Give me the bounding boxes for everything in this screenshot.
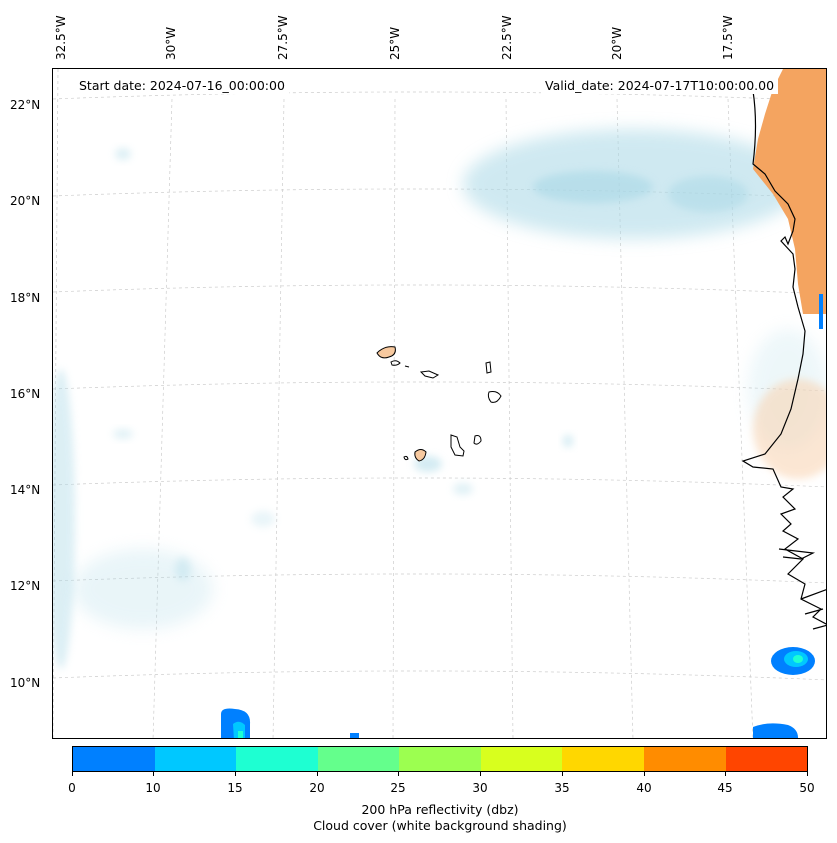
- colorbar-tick-50: [807, 772, 808, 776]
- island-brava: [403, 455, 409, 461]
- island-fogo: [414, 449, 427, 462]
- colorbar-title: 200 hPa reflectivity (dbz): [361, 802, 519, 817]
- colorbar-tick-label-15: 15: [227, 781, 243, 795]
- colorbar-tick-30: [480, 772, 481, 776]
- reflectivity-cell-se-core: [793, 655, 803, 663]
- colorbar-segment-45-50: [725, 747, 808, 771]
- island-santo-antao: [376, 346, 396, 359]
- colorbar-segment-35-40: [562, 747, 644, 771]
- island-sal: [485, 361, 492, 374]
- start-date-label: Start date: 2024-07-16_00:00:00: [75, 77, 289, 94]
- lat-label-16n: 16°N: [10, 387, 41, 401]
- coastlines: [741, 90, 826, 630]
- parallel-16n: [53, 381, 826, 392]
- coastline-gambia: [778, 548, 816, 560]
- lat-label-10n: 10°N: [10, 676, 41, 690]
- lat-label-14n: 14°N: [10, 483, 41, 497]
- cloud-patch-small-6: [251, 511, 275, 527]
- colorbar-segment-25-30: [399, 747, 481, 771]
- colorbar-tick-0: [72, 772, 73, 776]
- colorbar-segment-30-35: [480, 747, 563, 771]
- colorbar-tick-35: [562, 772, 563, 776]
- cloud-patch-small-1: [115, 148, 131, 160]
- lon-label-25w: 25°W: [388, 26, 402, 60]
- meridian-22-5w: [505, 98, 514, 738]
- parallel-18n: [53, 284, 826, 295]
- meridian-27-5w: [272, 98, 285, 738]
- lon-label-22-5w: 22.5°W: [500, 15, 514, 60]
- colorbar-tick-label-25: 25: [390, 781, 406, 795]
- lat-label-22n: 22°N: [10, 98, 41, 112]
- cloud-patch-small-2: [113, 429, 133, 439]
- lat-label-12n: 12°N: [10, 579, 41, 593]
- colorbar: [72, 746, 808, 772]
- valid-date-label: Valid_date: 2024-07-17T10:00:00.00: [541, 77, 779, 94]
- lon-label-32-5w: 32.5°W: [54, 15, 68, 60]
- colorbar-segment-40-45: [643, 747, 726, 771]
- colorbar-tick-25: [398, 772, 399, 776]
- reflectivity-cell-south-2: [350, 733, 359, 738]
- coastline-guinea: [800, 589, 826, 630]
- meridian-25w: [392, 98, 396, 738]
- shading-north-coast: [753, 69, 826, 314]
- cape-verde-islands: [376, 346, 502, 462]
- meridian-30w: [152, 98, 173, 738]
- cloud-patch-small-4: [453, 483, 473, 495]
- meridian-17-5w: [727, 98, 754, 738]
- reflectivity-cell-coast: [819, 294, 823, 329]
- parallel-14n: [53, 477, 826, 488]
- parallel-20n: [53, 188, 826, 199]
- colorbar-subtitle: Cloud cover (white background shading): [313, 818, 567, 833]
- island-sao-nicolau: [419, 370, 440, 379]
- island-maio: [473, 435, 482, 445]
- map-canvas: [53, 69, 826, 738]
- colorbar-segment-10-15: [154, 747, 237, 771]
- map-panel[interactable]: [52, 68, 827, 739]
- reflectivity-cell-south-3: [753, 723, 799, 738]
- parallel-10n: [53, 670, 826, 681]
- lon-label-20w: 20°W: [610, 26, 624, 60]
- reflectivity-cells: [221, 294, 823, 738]
- land-shading: [753, 69, 826, 479]
- island-sao-vicente: [390, 360, 401, 366]
- colorbar-segment-20-25: [317, 747, 400, 771]
- colorbar-tick-label-45: 45: [717, 781, 733, 795]
- colorbar-tick-label-40: 40: [636, 781, 652, 795]
- colorbar-tick-20: [317, 772, 318, 776]
- parallel-22n: [53, 91, 826, 102]
- colorbar-tick-15: [235, 772, 236, 776]
- colorbar-tick-45: [725, 772, 726, 776]
- shading-south-light: [753, 379, 826, 479]
- colorbar-tick-10: [153, 772, 154, 776]
- lat-label-20n: 20°N: [10, 194, 41, 208]
- cloud-strip-west: [53, 369, 75, 669]
- colorbar-tick-label-0: 0: [68, 781, 76, 795]
- colorbar-tick-label-10: 10: [145, 781, 161, 795]
- island-santa-luzia: [404, 365, 410, 368]
- colorbar-tick-label-30: 30: [472, 781, 488, 795]
- colorbar-tick-label-35: 35: [554, 781, 570, 795]
- cloud-cover: [53, 129, 826, 669]
- cloud-patch-sw: [73, 549, 213, 629]
- lon-label-30w: 30°W: [164, 26, 178, 60]
- coastline-africa: [741, 90, 826, 625]
- lon-label-27-5w: 27.5°W: [276, 15, 290, 60]
- colorbar-tick-label-20: 20: [309, 781, 325, 795]
- colorbar-segment-15-20: [236, 747, 318, 771]
- lon-label-17-5w: 17.5°W: [721, 15, 735, 60]
- colorbar-tick-40: [644, 772, 645, 776]
- lat-label-18n: 18°N: [10, 291, 41, 305]
- cloud-band-core: [533, 171, 653, 203]
- cloud-patch-small-5: [175, 557, 191, 581]
- cloud-band-east: [668, 176, 748, 212]
- meridian-20w: [616, 98, 634, 738]
- colorbar-tick-label-50: 50: [799, 781, 815, 795]
- cloud-patch-small-3: [563, 435, 573, 447]
- island-boa-vista: [487, 391, 502, 403]
- island-santiago: [450, 434, 465, 457]
- reflectivity-cell-south-1-core: [238, 731, 243, 738]
- colorbar-segment-0-10: [73, 747, 155, 771]
